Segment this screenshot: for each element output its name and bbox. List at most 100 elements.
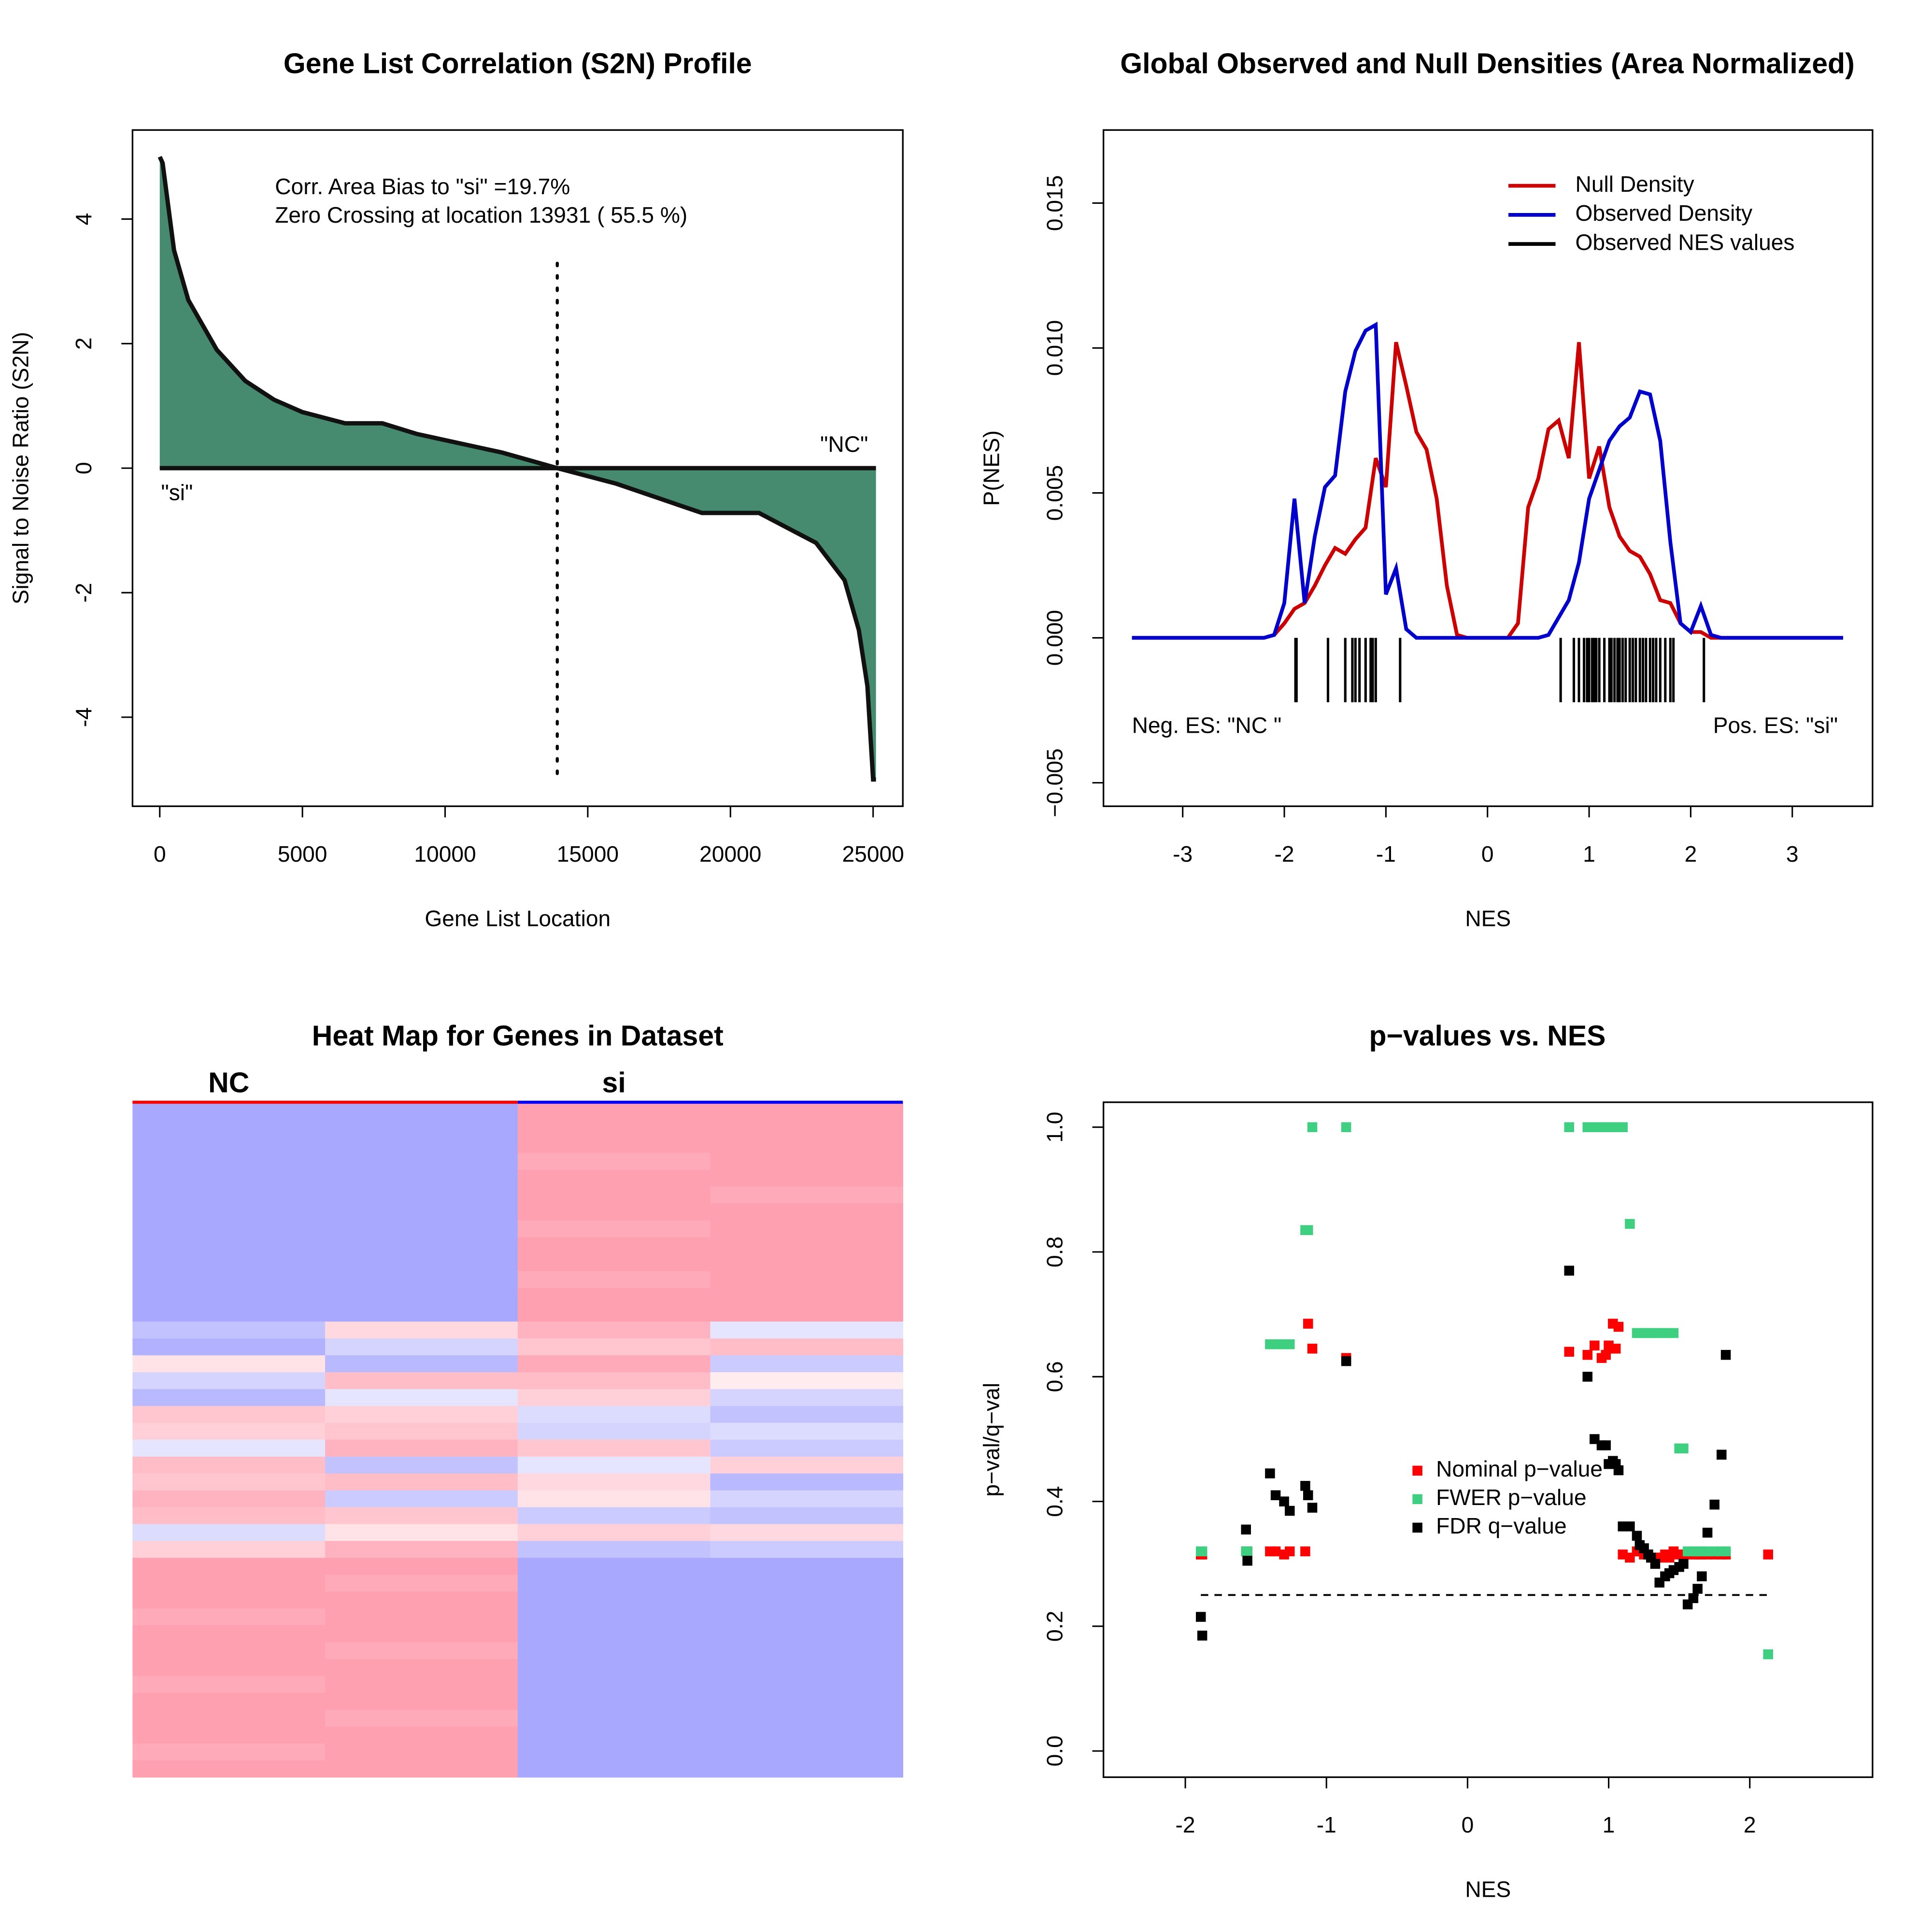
heat-cell xyxy=(517,1507,711,1525)
heat-cell xyxy=(325,1152,518,1170)
heat-cell xyxy=(710,1355,903,1373)
point xyxy=(1307,1122,1318,1132)
y-tick-label: 2 xyxy=(71,338,96,350)
point xyxy=(1285,1339,1295,1350)
heat-cell xyxy=(325,1220,518,1238)
heat-cell xyxy=(710,1372,903,1390)
heat-cell xyxy=(325,1422,518,1440)
heat-cell xyxy=(325,1473,518,1491)
point xyxy=(1564,1347,1575,1357)
y-tick-label: −0.005 xyxy=(1042,748,1067,817)
y-tick-label: 0 xyxy=(71,462,96,474)
heat-cell xyxy=(710,1186,903,1204)
heat-cell xyxy=(325,1642,518,1660)
heat-cell xyxy=(132,1271,326,1289)
chart-title: p−values vs. NES xyxy=(1369,1020,1605,1051)
heat-cell xyxy=(325,1119,518,1136)
point xyxy=(1582,1350,1593,1360)
heat-cell xyxy=(517,1456,711,1474)
heat-cell xyxy=(132,1338,326,1356)
heat-cell xyxy=(710,1743,903,1761)
heat-cell xyxy=(710,1642,903,1660)
heat-cell xyxy=(710,1760,903,1778)
y-axis-label: p−val/q−val xyxy=(979,1383,1004,1497)
heat-cell xyxy=(325,1692,518,1710)
point xyxy=(1720,1546,1731,1557)
heat-cell xyxy=(132,1102,326,1120)
density-line xyxy=(1132,322,1843,640)
profile-line xyxy=(157,156,876,782)
heat-cell xyxy=(325,1676,518,1693)
heat-cell xyxy=(710,1321,903,1339)
legend-label: FWER p−value xyxy=(1436,1485,1587,1510)
heat-cell xyxy=(517,1169,711,1187)
point xyxy=(1300,1481,1310,1491)
heat-cell xyxy=(325,1254,518,1272)
density-line xyxy=(1132,341,1843,640)
point xyxy=(1242,1546,1252,1557)
heat-cell xyxy=(517,1152,711,1170)
x-tick-label: -1 xyxy=(1317,1812,1336,1837)
x-tick-label: 2 xyxy=(1744,1812,1756,1837)
heat-cell xyxy=(132,1625,326,1643)
heat-cell xyxy=(325,1743,518,1761)
heat-cell xyxy=(517,1254,711,1272)
point xyxy=(1709,1499,1719,1510)
heat-cell xyxy=(710,1625,903,1643)
point xyxy=(1279,1496,1289,1506)
heat-cell xyxy=(325,1760,518,1778)
heat-cell xyxy=(517,1490,711,1508)
heat-cell xyxy=(325,1288,518,1306)
heat-cell xyxy=(517,1220,711,1238)
point xyxy=(1678,1559,1689,1569)
point xyxy=(1307,1343,1318,1354)
x-tick-label: 3 xyxy=(1786,841,1799,867)
x-tick-label: 15000 xyxy=(557,841,619,867)
point xyxy=(1303,1490,1313,1500)
heat-cell xyxy=(710,1507,903,1525)
point xyxy=(1625,1219,1635,1229)
point xyxy=(1265,1468,1275,1478)
heat-cell xyxy=(517,1288,711,1306)
heat-cell xyxy=(325,1355,518,1373)
heat-cell xyxy=(710,1203,903,1221)
point xyxy=(1632,1531,1642,1541)
heat-cell xyxy=(517,1676,711,1693)
x-axis-label: NES xyxy=(1465,1877,1511,1902)
heat-cell xyxy=(710,1490,903,1508)
point xyxy=(1341,1122,1351,1132)
point xyxy=(1668,1328,1679,1338)
heat-cell xyxy=(325,1186,518,1204)
plot-frame xyxy=(1102,1101,1874,1778)
x-axis-label: NES xyxy=(1465,906,1511,931)
heat-cell xyxy=(517,1439,711,1457)
heat-cell xyxy=(517,1524,711,1542)
point xyxy=(1613,1321,1624,1332)
heat-cell xyxy=(710,1575,903,1592)
heat-cell xyxy=(132,1676,326,1693)
legend-label: Nominal p−value xyxy=(1436,1456,1603,1481)
heat-cell xyxy=(132,1305,326,1322)
heat-cell xyxy=(325,1237,518,1255)
point xyxy=(1763,1649,1773,1660)
x-tick-label: 5000 xyxy=(278,841,327,867)
point xyxy=(1613,1465,1624,1476)
heat-cell xyxy=(132,1608,326,1626)
heat-cell xyxy=(517,1305,711,1322)
point xyxy=(1625,1521,1635,1532)
point xyxy=(1564,1122,1575,1132)
heat-cell xyxy=(132,1541,326,1559)
point xyxy=(1692,1584,1703,1594)
y-tick-label: -4 xyxy=(71,707,96,727)
heat-cell xyxy=(517,1406,711,1423)
y-tick-label: 0.4 xyxy=(1042,1486,1067,1517)
heat-cell xyxy=(710,1220,903,1238)
heat-cell xyxy=(710,1169,903,1187)
point xyxy=(1270,1546,1281,1557)
column-label: NC xyxy=(208,1067,249,1099)
heat-cell xyxy=(325,1305,518,1322)
heat-cell xyxy=(710,1608,903,1626)
point xyxy=(1241,1524,1251,1535)
legend-label: Null Density xyxy=(1576,171,1694,197)
